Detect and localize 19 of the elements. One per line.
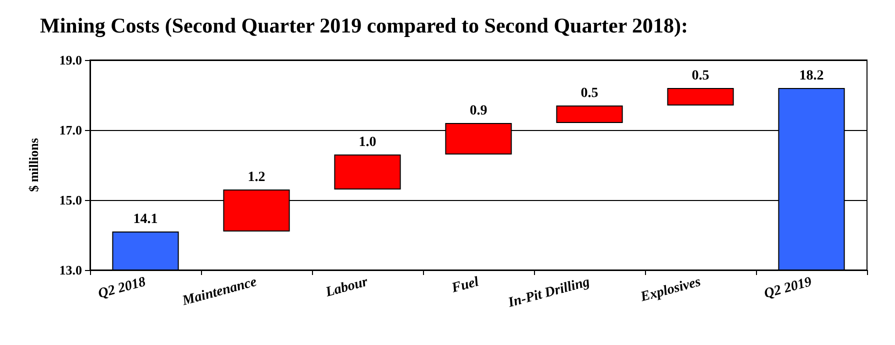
y-tick-label: 15.0 [59, 192, 82, 208]
x-tick-label: Fuel [449, 274, 481, 297]
y-tick-label: 17.0 [59, 122, 82, 138]
chart-title: Mining Costs (Second Quarter 2019 compared to Second Quarter 2018): [40, 14, 688, 38]
data-label: 1.0 [358, 135, 376, 150]
x-tick-label: Explosives [638, 274, 703, 306]
x-tick-label: In-Pit Drilling [506, 274, 592, 312]
data-label: 14.1 [133, 212, 158, 227]
data-label: 0.5 [692, 68, 710, 84]
x-tick-label: Labour [323, 274, 370, 301]
y-tick-label: 13.0 [59, 262, 82, 278]
data-label: 0.5 [580, 86, 598, 101]
x-tick-label: Q2 2018 [96, 274, 148, 302]
data-label: 1.2 [248, 170, 266, 185]
x-tick-label: Q2 2019 [762, 274, 814, 302]
y-tick-label: 19.0 [59, 52, 82, 68]
data-label: 18.2 [799, 68, 824, 84]
data-label: 0.9 [470, 104, 488, 118]
y-axis-title: $ millions [26, 138, 41, 192]
